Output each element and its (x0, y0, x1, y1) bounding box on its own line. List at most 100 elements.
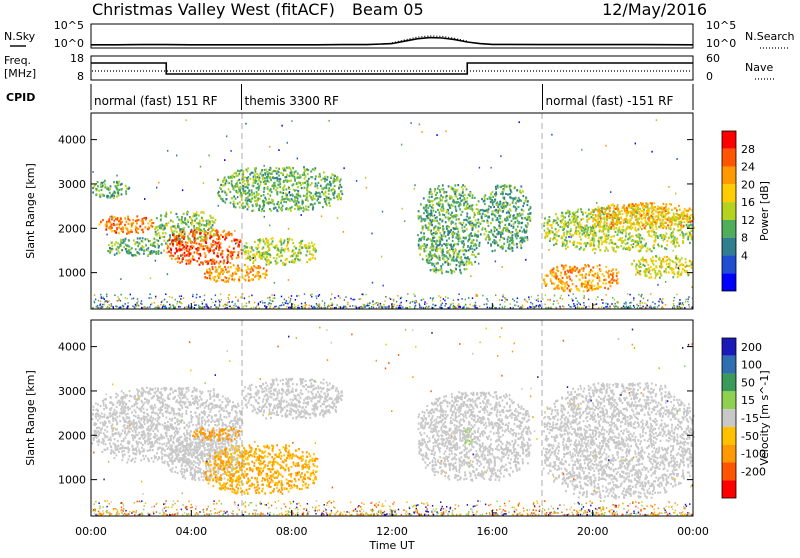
scatter-cell (255, 195, 257, 197)
scatter-cell (669, 259, 671, 261)
scatter-cell (569, 219, 571, 221)
scatter-cell (583, 227, 585, 229)
scatter-cell (123, 240, 125, 242)
scatter-cell (305, 245, 307, 247)
scatter-cell (648, 208, 650, 210)
scatter-cell (560, 280, 562, 282)
scatter-cell (590, 242, 592, 244)
scatter-cell (272, 185, 274, 187)
scatter-cell (453, 233, 455, 235)
scatter-cell (282, 173, 284, 175)
scatter-cell (257, 183, 259, 185)
scatter-cell (226, 193, 228, 195)
scatter-cell (512, 234, 514, 236)
scatter-cell (663, 239, 665, 241)
scatter-cell (593, 235, 595, 237)
scatter-cell (657, 244, 659, 246)
scatter-cell (336, 196, 338, 198)
scatter-cell (512, 247, 514, 249)
scatter-cell (248, 206, 250, 208)
scatter-cell (257, 272, 259, 274)
scatter-cell (522, 213, 524, 215)
scatter-cell (238, 252, 240, 254)
scatter-cell (183, 213, 185, 215)
scatter-cell (179, 238, 181, 240)
noise-cell (164, 299, 165, 301)
scatter-cell (271, 238, 273, 240)
scatter-cell (466, 188, 468, 190)
scatter-cell (450, 186, 452, 188)
scatter-cell (660, 234, 662, 236)
scatter-cell (678, 245, 680, 247)
scatter-cell (233, 205, 235, 207)
scatter-cell (149, 220, 151, 222)
scatter-cell (210, 217, 212, 219)
scatter-cell (478, 222, 480, 224)
scatter-cell (155, 251, 157, 253)
scatter-cell (660, 263, 662, 265)
scatter-cell (135, 248, 137, 250)
scatter-cell (593, 209, 595, 211)
scatter-cell (686, 270, 688, 272)
scatter-cell (116, 248, 118, 250)
scatter-cell (681, 271, 683, 273)
scatter-cell (261, 174, 263, 176)
scatter-cell (526, 219, 528, 221)
scatter-cell (513, 226, 515, 228)
scatter-cell (526, 226, 528, 228)
scatter-cell (248, 199, 250, 201)
scatter-cell (600, 237, 602, 239)
scatter-cell (475, 256, 477, 258)
scatter-cell (204, 224, 206, 226)
scatter-cell (640, 266, 642, 268)
scatter-cell (114, 224, 116, 226)
scatter-cell (562, 288, 564, 290)
scatter-cell (257, 274, 259, 276)
scatter-cell (597, 218, 599, 220)
scatter-cell (641, 214, 643, 216)
scatter-cell (508, 236, 510, 238)
scatter-cell (167, 245, 169, 247)
noise-cell (199, 296, 200, 298)
scatter-cell (171, 258, 173, 260)
noise-cell (574, 305, 575, 307)
scatter-cell (591, 270, 593, 272)
scatter-cell (670, 219, 672, 221)
scatter-cell (555, 273, 557, 275)
scatter-cell (128, 251, 130, 253)
scatter-cell (608, 231, 610, 233)
scatter-cell (523, 210, 525, 212)
scatter-cell (298, 208, 300, 210)
scatter-cell (597, 216, 599, 218)
scatter-cell (253, 192, 255, 194)
scatter-cell (302, 201, 304, 203)
scatter-cell (616, 282, 618, 284)
scatter-cell (525, 197, 527, 199)
noise-cell (687, 301, 688, 303)
noise-cell (123, 307, 124, 309)
scatter-cell (460, 271, 462, 273)
scatter-cell (194, 240, 196, 242)
scatter-cell (215, 247, 217, 249)
scatter-cell (109, 247, 111, 249)
scatter-cell (305, 175, 307, 177)
scatter-cell (247, 167, 249, 169)
scatter-cell (308, 242, 310, 244)
scatter-cell (594, 285, 596, 287)
scatter-cell (591, 282, 593, 284)
scatter-cell (232, 252, 234, 254)
scatter-cell (554, 234, 556, 236)
scatter-cell (651, 230, 653, 232)
scatter-cell (444, 191, 446, 193)
scatter-cell (661, 222, 663, 224)
scatter-cell (473, 212, 475, 214)
scatter-cell (481, 209, 483, 211)
scatter-cell (428, 260, 430, 262)
scatter-cell (330, 184, 332, 186)
scatter-cell (244, 251, 246, 253)
scatter-cell (277, 187, 279, 189)
scatter-cell (450, 223, 452, 225)
scatter-cell (463, 237, 465, 239)
scatter-cell (271, 199, 273, 201)
scatter-cell (131, 231, 133, 233)
